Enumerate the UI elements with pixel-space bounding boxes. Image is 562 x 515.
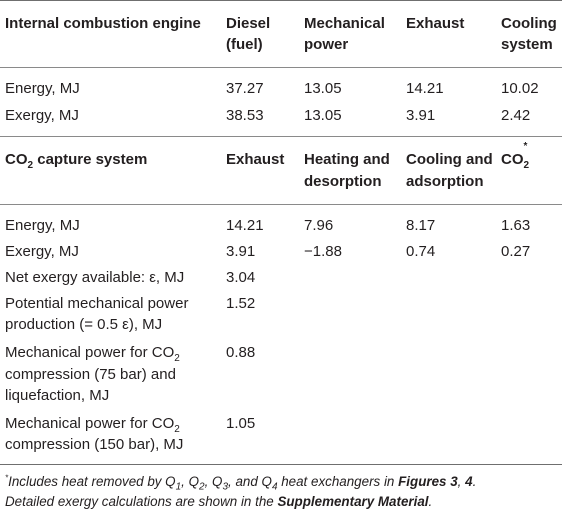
row-label-l2: production (= 0.5 ε), MJ	[5, 316, 163, 333]
header-cooling-l2: system	[501, 36, 553, 53]
cell: 38.53	[226, 107, 264, 124]
header-co2-capture: CO2 capture system	[5, 151, 148, 171]
header-cooling-l1: Cooling	[501, 15, 557, 32]
cell: 13.05	[304, 107, 342, 124]
header-mech-l1: Mechanical	[304, 15, 385, 32]
row-label: Energy, MJ	[5, 80, 80, 97]
header-cooling-ads-l2: adsorption	[406, 173, 484, 190]
header-mech-l2: power	[304, 36, 349, 53]
header-exhaust-2: Exhaust	[226, 151, 285, 168]
header-co2: CO2 *	[501, 141, 530, 171]
row-label: Exergy, MJ	[5, 243, 79, 260]
cell: 37.27	[226, 80, 264, 97]
cell: 14.21	[226, 217, 264, 234]
figure-4-link[interactable]: 4	[465, 474, 473, 489]
header-exhaust: Exhaust	[406, 15, 465, 32]
cell: 7.96	[304, 217, 334, 234]
bottom-rule	[0, 464, 562, 465]
row-label-l3: liquefaction, MJ	[5, 387, 110, 404]
header-rule-2	[0, 204, 562, 205]
cell: 0.74	[406, 243, 436, 260]
header-heating-l1: Heating and	[304, 151, 390, 168]
cell: 3.04	[226, 269, 256, 286]
row-label-l1: Mechanical power for CO2	[5, 415, 180, 435]
cell: 3.91	[226, 243, 256, 260]
header-heating-l2: desorption	[304, 173, 382, 190]
cell: 2.42	[501, 107, 531, 124]
header-diesel-l1: Diesel	[226, 15, 271, 32]
cell: 1.52	[226, 295, 256, 312]
row-label-l1: Mechanical power for CO2	[5, 344, 180, 364]
header-diesel-l2: (fuel)	[226, 36, 263, 53]
cell: 1.05	[226, 415, 256, 432]
footnote-line-1: *Includes heat removed by Q1, Q2, Q3, an…	[5, 473, 477, 493]
figures-link[interactable]: Figures 3	[398, 474, 458, 489]
cell: 0.88	[226, 344, 256, 361]
cell: −1.88	[304, 243, 342, 260]
section-rule	[0, 136, 562, 137]
cell: 8.17	[406, 217, 436, 234]
cell: 3.91	[406, 107, 436, 124]
cell: 1.63	[501, 217, 531, 234]
row-label: Energy, MJ	[5, 217, 80, 234]
cell: 0.27	[501, 243, 531, 260]
header-ice: Internal combustion engine	[5, 15, 201, 32]
supplementary-link[interactable]: Supplementary Material	[277, 494, 429, 509]
cell: 14.21	[406, 80, 444, 97]
cell: 13.05	[304, 80, 342, 97]
row-label: Exergy, MJ	[5, 107, 79, 124]
row-label-l1: Potential mechanical power	[5, 295, 189, 312]
cell: 10.02	[501, 80, 539, 97]
top-rule	[0, 0, 562, 1]
row-label-l2: compression (150 bar), MJ	[5, 436, 184, 453]
row-label-l2: compression (75 bar) and	[5, 366, 176, 383]
row-label: Net exergy available: ε, MJ	[5, 269, 185, 286]
header-rule-1	[0, 67, 562, 68]
header-cooling-ads-l1: Cooling and	[406, 151, 493, 168]
footnote-line-2: Detailed exergy calculations are shown i…	[5, 494, 433, 509]
